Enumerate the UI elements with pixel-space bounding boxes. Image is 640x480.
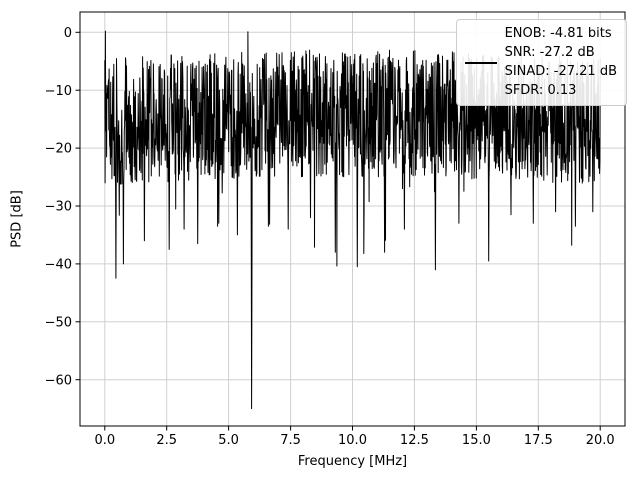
psd-noise-trace bbox=[104, 30, 601, 410]
y-axis-label: PSD [dB] bbox=[9, 190, 25, 248]
y-tick-label: −10 bbox=[45, 84, 72, 99]
y-tick-label: −50 bbox=[45, 315, 72, 330]
legend-snr-value: SNR: -27.2 dB bbox=[504, 44, 595, 60]
legend: ENOB: -4.81 bits SNR: -27.2 dB SINAD: -2… bbox=[455, 19, 627, 107]
y-tick-label: −30 bbox=[45, 200, 72, 215]
x-tick-label: 12.5 bbox=[400, 433, 429, 448]
x-tick-label: 0.0 bbox=[94, 433, 115, 448]
x-tick-label: 20.0 bbox=[586, 433, 615, 448]
legend-sfdr-value: SFDR: 0.13 bbox=[504, 82, 577, 98]
legend-sinad-value: SINAD: -27.21 dB bbox=[504, 63, 617, 79]
x-tick-label: 10.0 bbox=[338, 433, 367, 448]
y-tick-label: −60 bbox=[45, 373, 72, 388]
x-tick-label: 5.0 bbox=[218, 433, 239, 448]
x-tick-label: 7.5 bbox=[280, 433, 301, 448]
y-tick-label: −40 bbox=[45, 257, 72, 272]
x-tick-label: 17.5 bbox=[524, 433, 553, 448]
x-tick-label: 15.0 bbox=[462, 433, 491, 448]
legend-enob-value: ENOB: -4.81 bits bbox=[504, 26, 612, 41]
legend-line-sample bbox=[464, 61, 497, 64]
legend-text-block: ENOB: -4.81 bits SNR: -27.2 dB SINAD: -2… bbox=[505, 25, 617, 100]
x-tick-label: 2.5 bbox=[156, 433, 177, 448]
y-tick-label: −20 bbox=[45, 142, 72, 157]
y-tick-label: 0 bbox=[64, 26, 72, 41]
x-axis-label: Frequency [MHz] bbox=[297, 454, 408, 469]
